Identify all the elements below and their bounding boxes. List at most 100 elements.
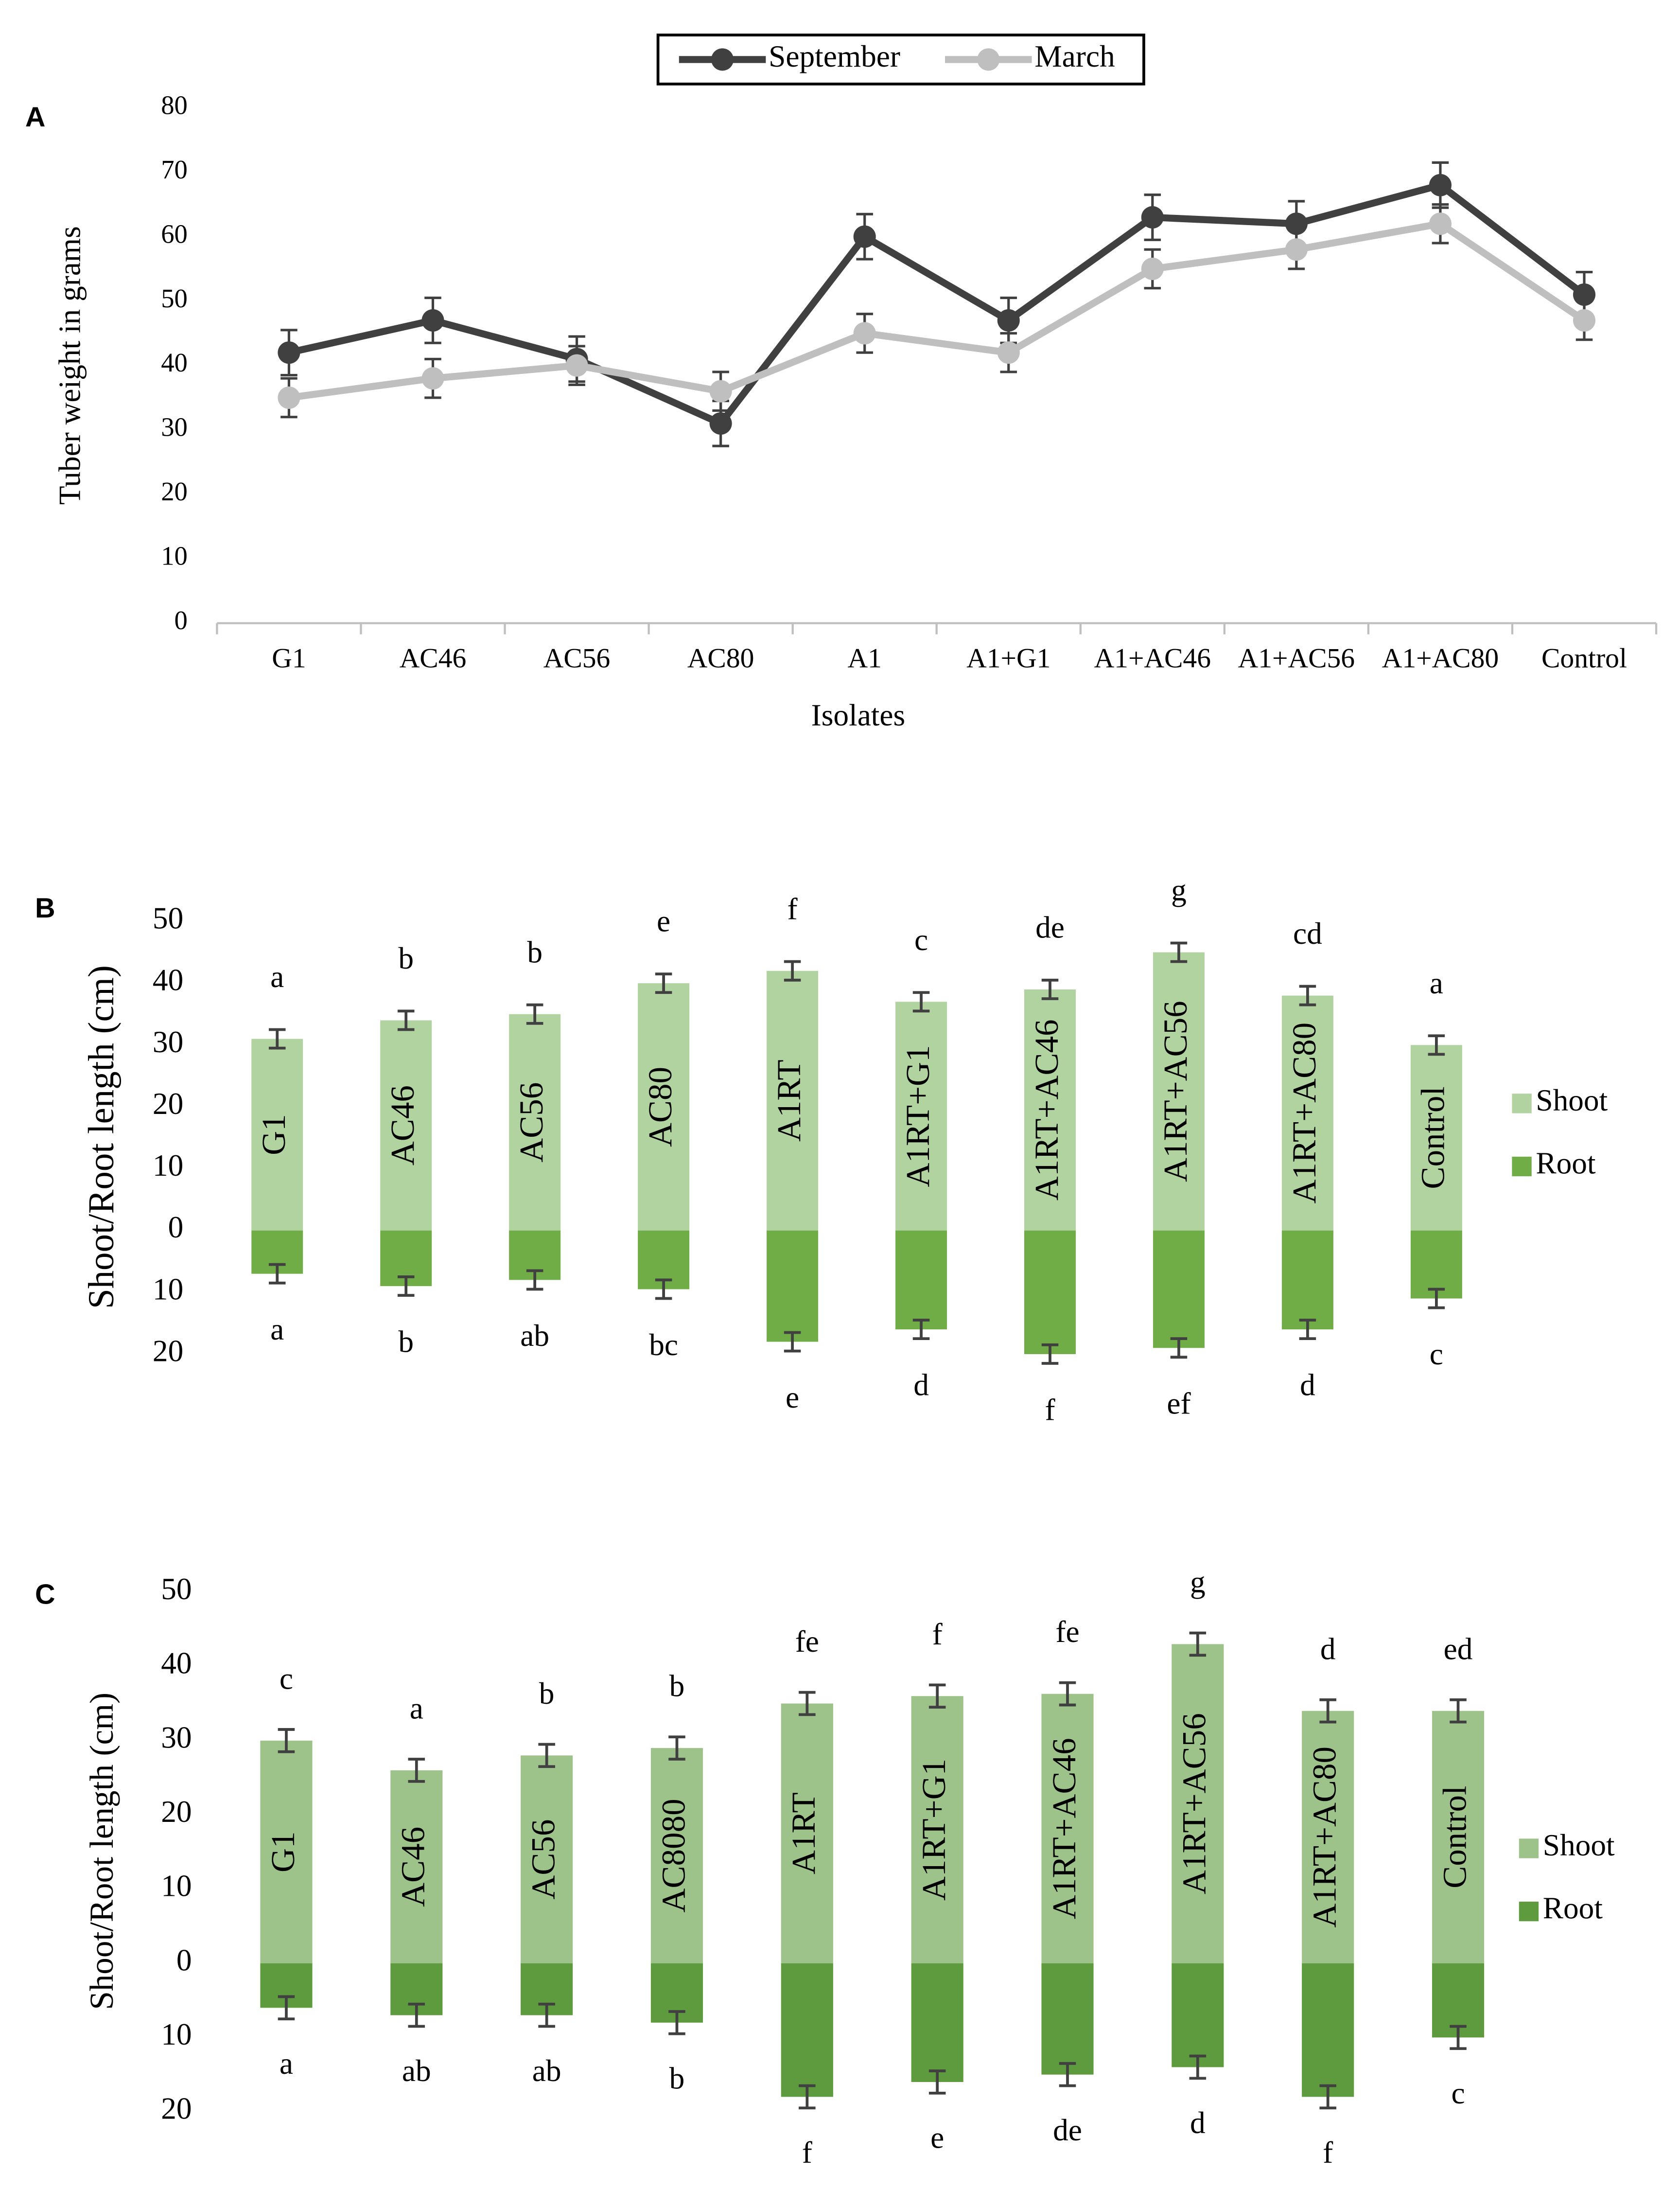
x-tick-label: AC46 — [400, 643, 467, 674]
panel-label: B — [35, 893, 55, 924]
significance-letter: e — [657, 904, 670, 938]
x-tick-label: A1+AC46 — [1094, 643, 1211, 674]
marker — [1429, 212, 1452, 235]
y-tick-label: 10 — [161, 541, 188, 571]
significance-letter: c — [1451, 2076, 1465, 2110]
bar — [1041, 1963, 1094, 2075]
bar — [781, 1703, 833, 1963]
bar-label: A1RT+AC80 — [1306, 1747, 1343, 1928]
bar — [638, 983, 690, 1231]
significance-letter: b — [398, 941, 414, 975]
series-line — [288, 220, 1587, 402]
error-bar — [1170, 941, 1188, 963]
bar — [1302, 1963, 1354, 2097]
x-tick-label: Control — [1541, 643, 1627, 674]
x-tick-label: A1+G1 — [966, 643, 1050, 674]
significance-letter: c — [914, 923, 928, 957]
y-tick-label: 20 — [153, 1087, 183, 1121]
significance-letter: f — [1045, 1393, 1055, 1427]
significance-letter: f — [788, 892, 798, 926]
significance-letter: f — [802, 2135, 813, 2170]
y-tick-label: 20 — [153, 1334, 183, 1368]
bar — [509, 1014, 561, 1231]
significance-letter: ab — [402, 2054, 431, 2088]
marker — [421, 309, 444, 332]
legend-swatch — [1512, 1094, 1532, 1113]
bar — [1024, 989, 1076, 1231]
bar-label: A1RT — [785, 1792, 822, 1874]
bar — [911, 1963, 963, 2082]
legend-swatch — [1519, 1902, 1539, 1922]
error-bar — [784, 1331, 801, 1353]
significance-letter: bc — [649, 1328, 678, 1362]
significance-letter: e — [930, 2120, 944, 2154]
legend-marker — [711, 48, 734, 71]
error-bar — [912, 991, 930, 1013]
legend-swatch — [1512, 1156, 1532, 1177]
marker — [1573, 309, 1596, 332]
x-axis-label: Isolates — [811, 698, 906, 732]
significance-letter: e — [786, 1380, 799, 1414]
y-tick-label: 80 — [161, 90, 188, 120]
significance-letter: ed — [1444, 1632, 1473, 1666]
bar-label: Control — [1435, 1786, 1473, 1888]
bar — [767, 971, 819, 1231]
legend-label: Root — [1536, 1147, 1596, 1181]
marker — [1285, 238, 1308, 261]
bar — [1302, 1711, 1354, 1963]
error-bar — [668, 2010, 685, 2035]
error-bar — [526, 1269, 543, 1291]
y-tick-label: 10 — [161, 2017, 192, 2051]
bar-label: A1RT+AC56 — [1156, 1001, 1194, 1182]
bar — [1024, 1230, 1076, 1354]
bar — [1410, 1230, 1462, 1299]
x-tick-label: A1 — [848, 643, 882, 674]
legend-label: Shoot — [1543, 1828, 1615, 1862]
bar-label: AC46 — [394, 1827, 432, 1907]
error-bar — [1299, 1319, 1316, 1341]
legend-marker — [977, 48, 1000, 71]
significance-letter: ab — [520, 1319, 549, 1353]
error-bar — [784, 960, 801, 982]
error-bar — [1059, 1681, 1076, 1707]
error-bar — [408, 2002, 425, 2028]
bar — [911, 1696, 963, 1963]
marker — [1141, 206, 1164, 229]
error-bar — [799, 2084, 816, 2110]
error-bar — [278, 1995, 295, 2021]
bar — [1153, 952, 1205, 1231]
marker — [997, 309, 1020, 332]
panel-label: A — [25, 102, 46, 133]
legend-label: September — [769, 39, 900, 73]
error-bar — [799, 1691, 816, 1716]
error-bar — [1428, 1288, 1445, 1309]
bar — [1432, 1711, 1485, 1963]
y-tick-label: 50 — [161, 1572, 192, 1606]
bar — [767, 1230, 819, 1342]
bar-label: A1RT+AC46 — [1028, 1019, 1065, 1200]
marker — [853, 225, 876, 248]
error-bar — [1170, 1337, 1188, 1359]
bar — [260, 1740, 313, 1963]
error-bar — [397, 1009, 415, 1031]
marker — [565, 354, 588, 377]
bar — [1410, 1045, 1462, 1231]
marker — [278, 386, 300, 409]
significance-letter: b — [669, 1669, 685, 1703]
significance-letter: c — [280, 1661, 293, 1695]
bar — [781, 1963, 833, 2097]
x-tick-label: A1+AC80 — [1382, 643, 1499, 674]
error-bar — [268, 1263, 286, 1285]
error-bar — [397, 1275, 415, 1297]
error-bar — [1189, 1631, 1207, 1657]
y-tick-label: 50 — [161, 283, 188, 313]
error-bar — [1319, 2084, 1336, 2110]
significance-letter: g — [1171, 873, 1187, 907]
y-tick-label: 60 — [161, 219, 188, 248]
y-axis-label: Shoot/Root length (cm) — [83, 1693, 120, 2010]
y-tick-label: 30 — [153, 1025, 183, 1059]
marker — [853, 322, 876, 345]
y-tick-label: 10 — [153, 1272, 183, 1306]
